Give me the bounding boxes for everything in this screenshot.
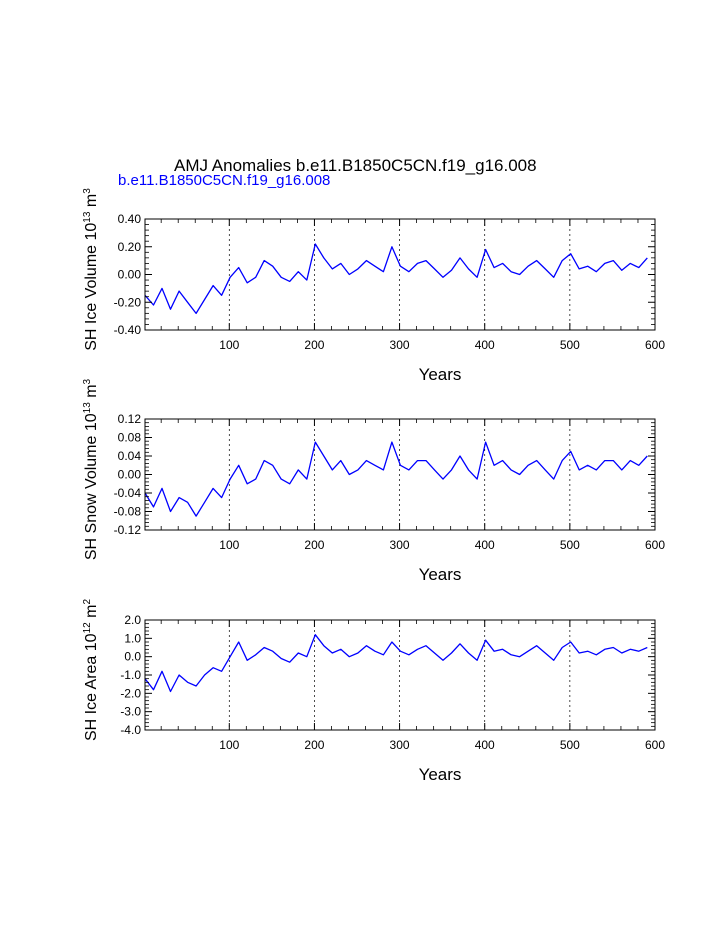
- ice-volume-ytick-label: -0.20: [114, 295, 142, 309]
- ice-area-xtick-label: 600: [645, 738, 665, 752]
- ice-volume-xlabel: Years: [419, 365, 462, 384]
- ice-volume-series-line: [144, 243, 648, 315]
- ice-volume-ytick-label: 0.40: [118, 212, 142, 226]
- ice-volume-ytick-label: -0.40: [114, 323, 142, 337]
- ice-area-ylabel: SH Ice Area 1012 m2: [82, 599, 100, 742]
- ice-area-ylabel-part: m: [83, 605, 100, 623]
- ice-volume-ytick-label: 0.20: [118, 240, 142, 254]
- ice-area-ylabel-part: 2: [82, 599, 93, 605]
- ice-volume-xtick-label: 600: [645, 338, 665, 352]
- snow-volume-series-line: [144, 441, 648, 517]
- ice-area-plot-frame: [144, 619, 656, 731]
- snow-volume-xtick-label: 500: [560, 538, 580, 552]
- snow-volume-ytick-label: -0.04: [114, 486, 142, 500]
- ice-volume-xtick-label: 500: [560, 338, 580, 352]
- snow-volume-ytick-label: -0.12: [114, 523, 142, 537]
- series-label: b.e11.B1850C5CN.f19_g16.008: [118, 172, 331, 189]
- snow-volume-xtick-label: 200: [304, 538, 324, 552]
- ice-area-xlabel: Years: [419, 765, 462, 784]
- ice-area-xtick-label: 400: [475, 738, 495, 752]
- snow-volume-ytick-label: 0.04: [118, 449, 142, 463]
- ice-area-ylabel-part: SH Ice Area 10: [83, 633, 100, 741]
- snow-volume-xlabel: Years: [419, 565, 462, 584]
- ice-area-ylabel-part: 12: [82, 622, 93, 634]
- ice-area-ytick-label: -2.0: [120, 686, 141, 700]
- snow-volume-ytick-label: 0.12: [118, 412, 142, 426]
- snow-volume-ytick-label: 0.08: [118, 431, 142, 445]
- ice-volume-xtick-label: 100: [219, 338, 239, 352]
- snow-volume-ylabel-part: m: [83, 384, 100, 402]
- figure-title: AMJ Anomalies b.e11.B1850C5CN.f19_g16.00…: [174, 156, 537, 175]
- ice-volume-ylabel-part: m: [83, 194, 100, 212]
- ice-area-series-line: [144, 634, 648, 693]
- snow-volume-xtick-label: 300: [390, 538, 410, 552]
- ice-volume-ylabel: SH Ice Volume 1013 m3: [82, 188, 100, 351]
- ice-volume-ytick-label: 0.00: [118, 268, 142, 282]
- ice-volume-xtick-label: 400: [475, 338, 495, 352]
- snow-volume-xtick-label: 100: [219, 538, 239, 552]
- snow-volume-ylabel-part: 13: [82, 402, 93, 414]
- ice-area-xtick-label: 100: [219, 738, 239, 752]
- snow-volume-ylabel-part: 3: [82, 378, 93, 384]
- ice-volume-xtick-label: 200: [304, 338, 324, 352]
- ice-area-ytick-label: -4.0: [120, 723, 141, 737]
- ice-area-xtick-label: 300: [390, 738, 410, 752]
- ice-area-xtick-label: 200: [304, 738, 324, 752]
- snow-volume-ytick-label: -0.08: [114, 505, 142, 519]
- snow-volume-ytick-label: 0.00: [118, 468, 142, 482]
- snow-volume-ylabel: SH Snow Volume 1013 m3: [82, 378, 100, 560]
- ice-area-ytick-label: 0.0: [124, 650, 141, 664]
- ice-area-ytick-label: -3.0: [120, 705, 141, 719]
- ice-area-xtick-label: 500: [560, 738, 580, 752]
- ice-volume-ylabel-part: 13: [82, 211, 93, 223]
- ice-volume-ylabel-part: SH Ice Volume 10: [83, 223, 100, 351]
- ice-area-ytick-label: 2.0: [124, 613, 141, 627]
- ice-volume-ylabel-part: 3: [82, 188, 93, 194]
- snow-volume-xtick-label: 400: [475, 538, 495, 552]
- ice-area-ytick-label: 1.0: [124, 631, 141, 645]
- snow-volume-xtick-label: 600: [645, 538, 665, 552]
- snow-volume-ylabel-part: SH Snow Volume 10: [83, 413, 100, 560]
- ice-volume-xtick-label: 300: [390, 338, 410, 352]
- ice-area-ytick-label: -1.0: [120, 668, 141, 682]
